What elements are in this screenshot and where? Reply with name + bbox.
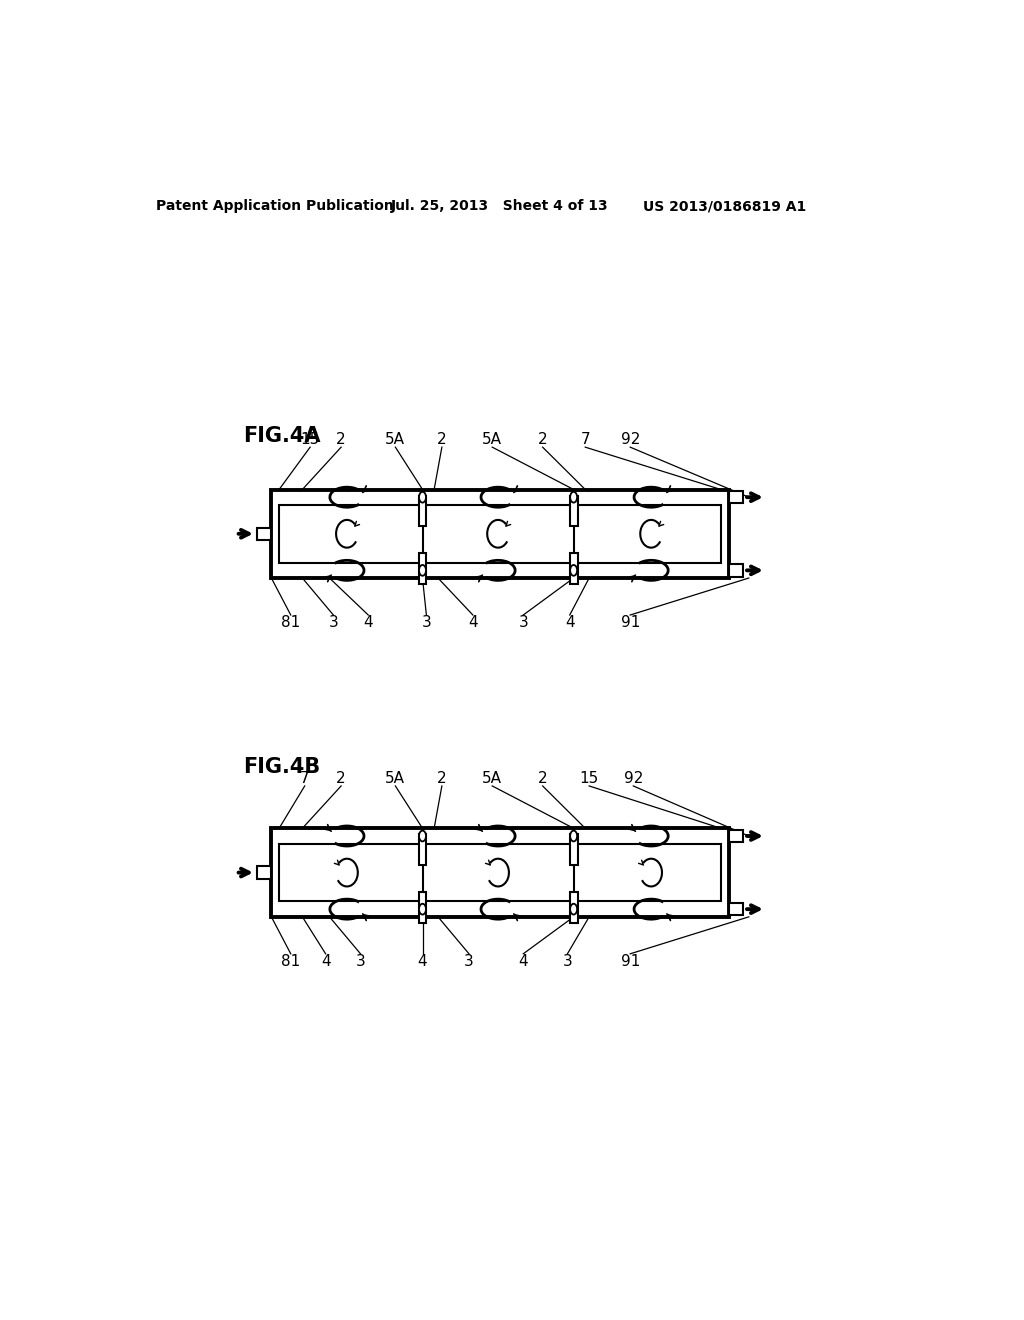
Text: 5A: 5A xyxy=(482,432,502,447)
Text: 81: 81 xyxy=(282,615,300,630)
Text: 15: 15 xyxy=(300,432,319,447)
Text: 4: 4 xyxy=(364,615,373,630)
Bar xyxy=(729,564,742,577)
Bar xyxy=(729,830,742,842)
Text: 2: 2 xyxy=(437,771,446,785)
Ellipse shape xyxy=(570,904,578,915)
Text: 3: 3 xyxy=(518,615,528,630)
Bar xyxy=(569,496,578,527)
Text: 7: 7 xyxy=(300,771,309,785)
Text: 92: 92 xyxy=(621,432,640,447)
Text: 5A: 5A xyxy=(482,771,502,785)
Ellipse shape xyxy=(419,830,426,841)
Ellipse shape xyxy=(570,565,578,576)
Text: 5A: 5A xyxy=(385,771,406,785)
Bar xyxy=(280,843,721,902)
Bar xyxy=(569,553,578,585)
Bar xyxy=(419,553,426,585)
Text: 3: 3 xyxy=(464,954,474,969)
Text: 91: 91 xyxy=(621,954,640,969)
Ellipse shape xyxy=(570,830,578,841)
Ellipse shape xyxy=(419,904,426,915)
Bar xyxy=(419,834,426,866)
Bar xyxy=(729,491,742,503)
Text: 5A: 5A xyxy=(385,432,406,447)
Text: 3: 3 xyxy=(422,615,431,630)
Text: 3: 3 xyxy=(562,954,572,969)
Bar xyxy=(271,829,729,917)
Text: 4: 4 xyxy=(321,954,331,969)
Bar xyxy=(257,866,271,879)
Text: 2: 2 xyxy=(336,432,346,447)
Bar xyxy=(280,506,721,562)
Text: 4: 4 xyxy=(418,954,427,969)
Ellipse shape xyxy=(570,492,578,503)
Text: FIG.4B: FIG.4B xyxy=(243,756,319,776)
Text: 4: 4 xyxy=(565,615,574,630)
Text: 2: 2 xyxy=(538,771,548,785)
Bar xyxy=(569,892,578,923)
Bar xyxy=(419,892,426,923)
Bar xyxy=(729,903,742,915)
Bar xyxy=(257,528,271,540)
Text: 81: 81 xyxy=(282,954,300,969)
Text: 91: 91 xyxy=(621,615,640,630)
Text: 15: 15 xyxy=(580,771,599,785)
Text: 2: 2 xyxy=(437,432,446,447)
Text: 4: 4 xyxy=(518,954,528,969)
Bar xyxy=(419,496,426,527)
Ellipse shape xyxy=(419,565,426,576)
Text: 7: 7 xyxy=(581,432,590,447)
Text: 2: 2 xyxy=(336,771,346,785)
Text: FIG.4A: FIG.4A xyxy=(243,425,321,446)
Text: Patent Application Publication: Patent Application Publication xyxy=(157,199,394,213)
Bar xyxy=(271,490,729,578)
Text: 92: 92 xyxy=(624,771,643,785)
Text: Jul. 25, 2013   Sheet 4 of 13: Jul. 25, 2013 Sheet 4 of 13 xyxy=(391,199,609,213)
Text: 3: 3 xyxy=(355,954,366,969)
Text: 4: 4 xyxy=(468,615,477,630)
Ellipse shape xyxy=(419,492,426,503)
Text: 2: 2 xyxy=(538,432,548,447)
Text: 3: 3 xyxy=(329,615,338,630)
Text: US 2013/0186819 A1: US 2013/0186819 A1 xyxy=(643,199,806,213)
Bar xyxy=(569,834,578,866)
